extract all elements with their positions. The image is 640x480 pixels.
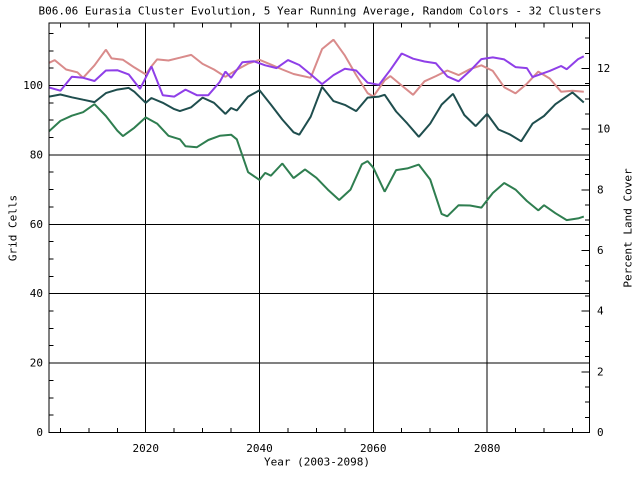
- y-right-tick-label: 4: [597, 305, 604, 318]
- gridlines: [49, 23, 590, 433]
- y-left-tick-label: 0: [36, 426, 43, 439]
- chart-title: B06.06 Eurasia Cluster Evolution, 5 Year…: [38, 4, 602, 18]
- y-right-tick-label: 0: [597, 426, 604, 439]
- axes-frame: [48, 22, 590, 433]
- y-right-tick-label: 10: [597, 123, 610, 136]
- x-tick-label: 2020: [132, 442, 159, 455]
- x-tick-label: 2040: [246, 442, 273, 455]
- x-axis-label: Year (2003-2098): [264, 455, 370, 469]
- y-right-tick-label: 2: [597, 365, 604, 378]
- series-line-green: [49, 103, 585, 222]
- y-right-tick-label: 8: [597, 183, 604, 196]
- y-left-tick-label: 80: [30, 148, 43, 161]
- x-tick-label: 2080: [474, 442, 501, 455]
- y-left-tick-label: 20: [30, 357, 43, 370]
- series-line-salmon: [49, 38, 584, 98]
- plot-border: [48, 22, 590, 433]
- y-left-tick-label: 100: [23, 79, 43, 92]
- y-left-tick-label: 60: [30, 218, 43, 231]
- y-right-tick-label: 12: [597, 62, 610, 75]
- series-line-dark-teal: [49, 86, 585, 143]
- series-line-violet: [49, 52, 585, 98]
- y-right-tick-label: 6: [597, 244, 604, 257]
- x-tick-label: 2060: [360, 442, 387, 455]
- series-lines: [49, 38, 585, 222]
- y-left-tick-label: 40: [30, 287, 43, 300]
